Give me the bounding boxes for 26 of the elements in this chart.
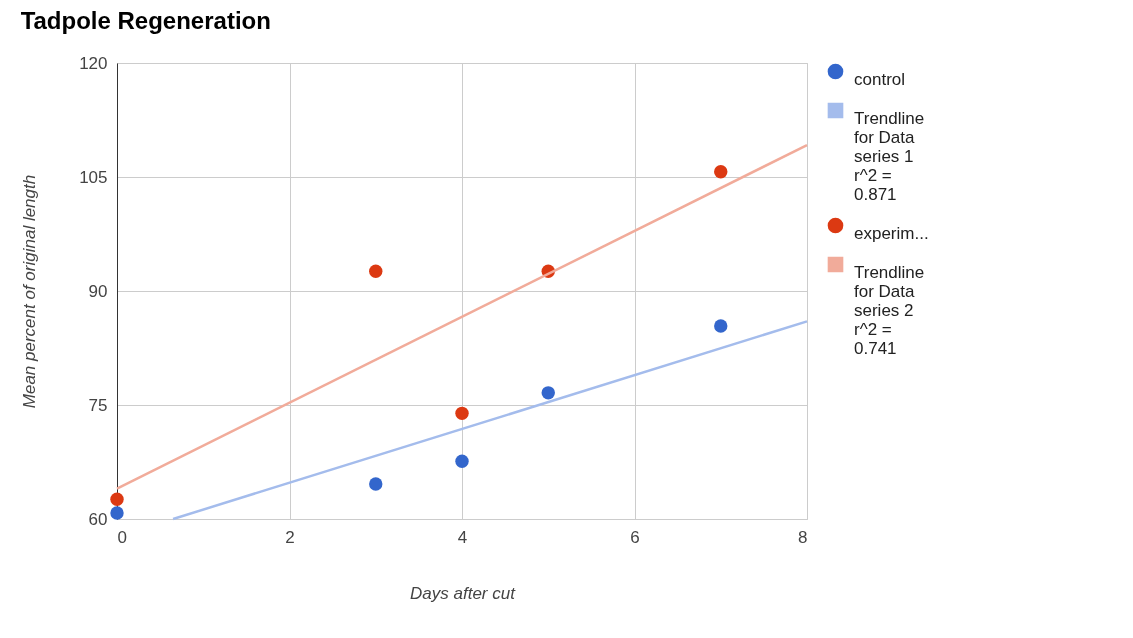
point bbox=[714, 164, 728, 179]
x-tick-label: 8 bbox=[798, 527, 808, 547]
point bbox=[541, 386, 555, 400]
legend-label: control bbox=[854, 69, 906, 89]
x-tick-label: 0 bbox=[117, 527, 127, 547]
legend-label: Trendline for Data series 1 r^2 = 0.871 bbox=[854, 108, 925, 204]
point bbox=[110, 492, 124, 506]
y-axis-title: Mean percent of original length bbox=[20, 174, 40, 409]
legend-label: experim... bbox=[854, 223, 929, 243]
x-tick-label: 4 bbox=[457, 527, 468, 547]
y-tick-label: 75 bbox=[88, 395, 108, 415]
point bbox=[455, 406, 469, 421]
point bbox=[369, 477, 383, 491]
y-tick-label: 120 bbox=[79, 53, 108, 73]
y-tick-label: 105 bbox=[79, 167, 108, 187]
point bbox=[110, 506, 124, 520]
legend-label: Trendline for Data series 2 r^2 = 0.741 bbox=[854, 262, 925, 358]
x-tick-label: 2 bbox=[285, 527, 295, 547]
y-tick-label: 90 bbox=[88, 281, 108, 301]
point bbox=[455, 454, 469, 468]
x-tick-label: 6 bbox=[630, 527, 640, 547]
x-axis-title: Days after cut bbox=[410, 583, 517, 603]
point bbox=[714, 319, 728, 333]
point bbox=[369, 264, 383, 278]
y-tick-label: 60 bbox=[88, 509, 108, 529]
chart-title: Tadpole Regeneration bbox=[20, 7, 271, 34]
